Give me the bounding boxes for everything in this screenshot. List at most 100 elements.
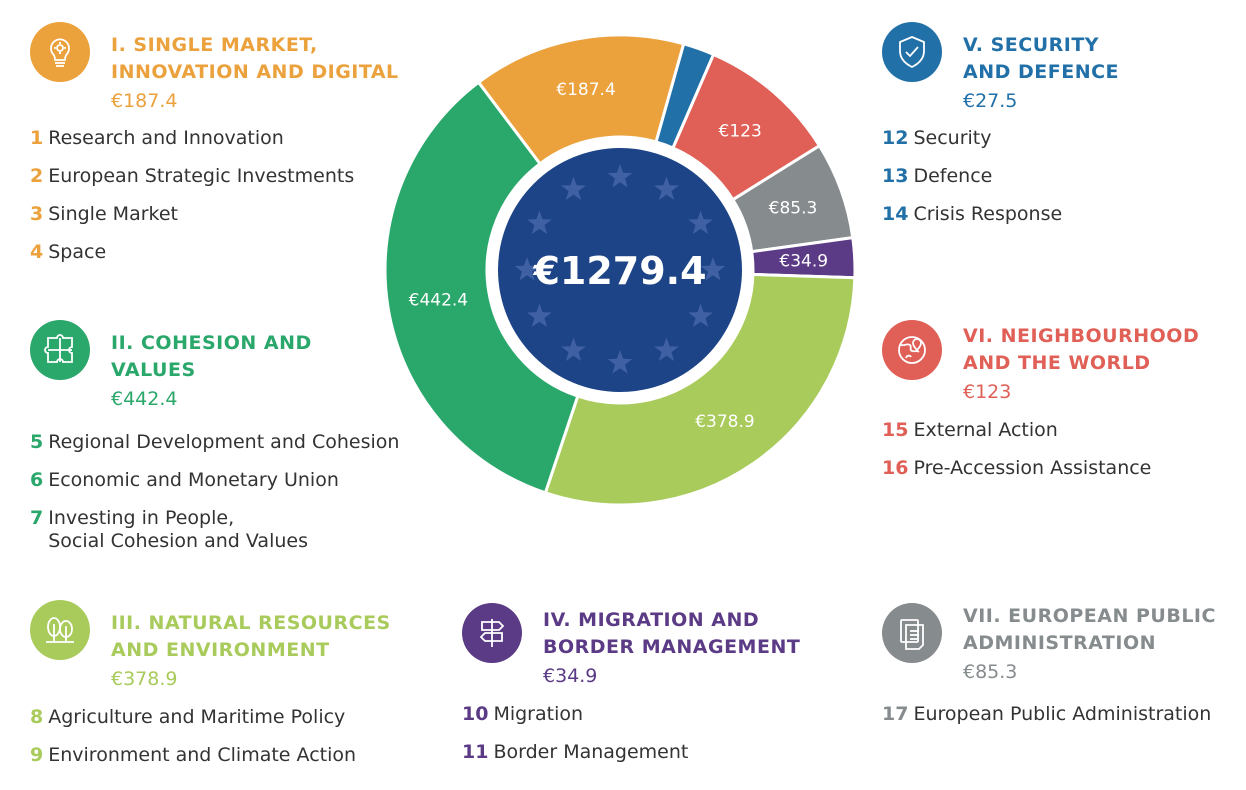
item-label: European Strategic Investments	[48, 165, 355, 187]
list-item: 10 Migration	[462, 703, 688, 726]
heading-7-title-line1: VII. EUROPEAN PUBLIC	[963, 605, 1216, 627]
item-number: 17	[882, 703, 909, 725]
heading-3-items: 8 Agriculture and Maritime Policy 9 Enviro…	[30, 706, 356, 782]
item-number: 10	[462, 703, 489, 725]
shield-check-icon	[899, 36, 925, 69]
list-item: 7 Investing in People, Social Cohesion and…	[30, 507, 399, 553]
item-number: 14	[882, 203, 909, 225]
list-item: 11 Border Management	[462, 741, 688, 764]
item-label: European Public Administration	[913, 703, 1212, 725]
item-label: Migration	[493, 703, 584, 725]
list-item: 3 Single Market	[30, 203, 354, 226]
eu-star-icon	[607, 164, 633, 188]
slice-ii-cohesion-and-values	[385, 80, 580, 495]
eu-star-icon	[527, 210, 552, 235]
eu-star-icon	[654, 176, 679, 200]
list-item: 4 Space	[30, 241, 354, 264]
slice-label-v-security-and-defence: €27.5	[712, 30, 761, 50]
heading-2-items: 5 Regional Development and Cohesion 6 Econ…	[30, 431, 399, 568]
list-item: 13 Defence	[882, 165, 1062, 188]
heading-2-badge	[30, 320, 90, 380]
heading-1-badge	[30, 22, 90, 82]
heading-1-items: 1 Research and Innovation 2 European Strat…	[30, 127, 354, 279]
item-label: Environment and Climate Action	[48, 744, 357, 766]
slice-label-vi-neighbourhood-and-the-world: €123	[719, 122, 762, 142]
item-number: 1	[30, 127, 44, 149]
eu-star-icon	[561, 337, 586, 362]
heading-2-title-line2: VALUES	[111, 359, 196, 381]
heading-5-title-line1: V. SECURITY	[963, 34, 1100, 56]
donut-chart: €187.4 €27.5 €123 €85.3 €34.9 €378.9 €442.4 €12…	[385, 30, 855, 507]
item-number: 16	[882, 457, 909, 479]
lightbulb-gear-icon	[50, 38, 70, 67]
heading-7-items: 17 European Public Administration	[882, 703, 1211, 741]
slice-label-i-single-market-innovation-and-digital: €187.4	[556, 80, 615, 100]
item-number: 15	[882, 419, 909, 441]
item-label: Crisis Response	[913, 203, 1063, 225]
eu-star-icon	[700, 257, 726, 281]
puzzle-icon	[44, 334, 73, 363]
heading-1-title-line2: INNOVATION AND DIGITAL	[111, 61, 399, 83]
heading-2-title-line1: II. COHESION AND	[111, 332, 312, 354]
eu-star-icon	[688, 303, 713, 328]
list-item: 12 Security	[882, 127, 1062, 150]
item-number: 9	[30, 744, 44, 766]
heading-7-title-line2: ADMINISTRATION	[963, 632, 1157, 654]
item-number: 7	[30, 507, 44, 529]
heading-4-amount: €34.9	[543, 665, 598, 687]
heading-4-badge	[462, 603, 522, 663]
heading-6-badge	[882, 320, 942, 380]
heading-1-title-line1: I. SINGLE MARKET,	[111, 34, 318, 56]
heading-5-badge	[882, 22, 942, 82]
item-label: Agriculture and Maritime Policy	[48, 706, 346, 728]
item-label: Space	[48, 241, 107, 263]
eu-star-icon	[688, 210, 713, 235]
item-label: Pre-Accession Assistance	[913, 457, 1152, 479]
heading-3-badge	[30, 600, 90, 660]
globe-pin-icon	[898, 336, 926, 364]
list-item: 5 Regional Development and Cohesion	[30, 431, 399, 454]
eu-star-icon	[654, 337, 679, 362]
item-label: Single Market	[48, 203, 178, 225]
heading-7-badge	[882, 603, 942, 663]
eu-star-icon	[561, 176, 586, 200]
eu-star-icon	[527, 303, 552, 328]
heading-6-items: 15 External Action 16 Pre-Accession Assist…	[882, 419, 1151, 495]
slice-label-iii-natural-resources-and-environment: €378.9	[695, 412, 754, 432]
heading-4-items: 10 Migration 11 Border Management	[462, 703, 688, 779]
item-label: Security	[913, 127, 992, 149]
item-label: External Action	[913, 419, 1058, 441]
heading-6-title-line2: AND THE WORLD	[963, 352, 1151, 374]
item-number: 3	[30, 203, 44, 225]
list-item: 17 European Public Administration	[882, 703, 1211, 726]
heading-1-amount: €187.4	[111, 90, 178, 112]
item-number: 12	[882, 127, 909, 149]
heading-7-amount: €85.3	[963, 661, 1018, 683]
item-number: 4	[30, 241, 44, 263]
total-label: €1279.4	[532, 249, 706, 293]
list-item: 2 European Strategic Investments	[30, 165, 354, 188]
list-item: 8 Agriculture and Maritime Policy	[30, 706, 356, 729]
heading-4-title-line2: BORDER MANAGEMENT	[543, 636, 801, 658]
trees-icon	[46, 617, 74, 643]
item-label: Defence	[913, 165, 993, 187]
heading-3-title-line1: III. NATURAL RESOURCES	[111, 612, 391, 634]
slice-label-vii-european-public-administration: €85.3	[769, 198, 818, 218]
item-number: 8	[30, 706, 44, 728]
item-label-line1: Investing in People,	[48, 507, 235, 529]
item-label: Border Management	[493, 741, 689, 763]
heading-2-amount: €442.4	[111, 388, 178, 410]
item-number: 6	[30, 469, 44, 491]
signpost-icon	[479, 619, 505, 647]
slice-label-iv-migration-and-border-management: €34.9	[779, 251, 828, 271]
eu-center-circle	[498, 148, 742, 392]
list-item: 1 Research and Innovation	[30, 127, 354, 150]
heading-5-amount: €27.5	[963, 90, 1018, 112]
eu-star-icon	[514, 257, 540, 281]
item-label-line2: Social Cohesion and Values	[48, 530, 308, 552]
eu-star-icon	[607, 350, 633, 374]
heading-5-title-line2: AND DEFENCE	[963, 61, 1120, 83]
item-label: Investing in People, Social Cohesion and …	[48, 507, 308, 553]
slice-iii-natural-resources-and-environment	[543, 272, 855, 507]
heading-3-amount: €378.9	[111, 668, 178, 690]
